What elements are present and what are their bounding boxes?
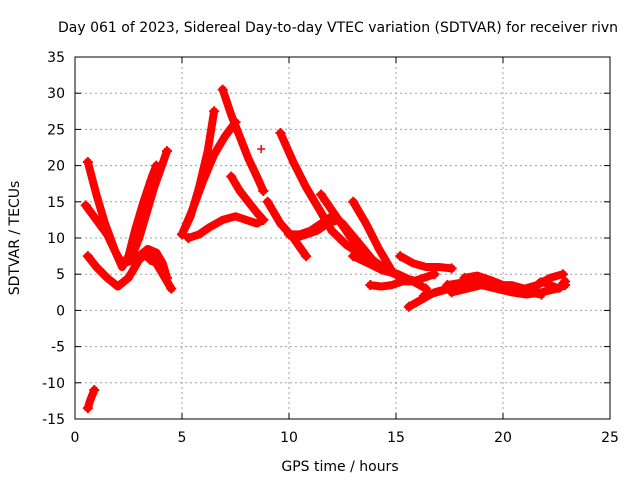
trace-endpoint-marker [82,251,93,262]
trace-pass-23 [419,284,454,300]
x-tick-label: 25 [601,430,619,446]
trace-endpoint-marker [395,251,406,262]
x-axis-label: GPS time / hours [281,459,398,475]
y-tick-label: 10 [47,231,65,247]
trace-endpoint-marker [337,218,348,229]
trace-endpoint-marker [209,106,220,117]
trace-pass-4 [83,248,161,291]
outlier-plus-marker [257,144,266,153]
trace-pass-21 [396,252,456,273]
x-tick-label: 0 [71,430,80,446]
trace-endpoint-marker [536,289,547,300]
y-tick-label: -5 [51,340,65,356]
y-tick-label: -10 [42,376,65,392]
trace-pass-10 [218,85,268,195]
trace-pass-3 [83,158,161,271]
trace-endpoint-marker [258,185,269,196]
y-tick-label: 20 [47,159,65,175]
trace-endpoint-marker [560,276,571,287]
grid-lines [75,57,610,419]
outlier-plus-marker [145,177,154,186]
outlier-plus-marker [419,284,428,293]
y-tick-label: 25 [47,122,65,138]
y-tick-label: 0 [56,303,65,319]
trace-endpoint-marker [80,200,91,211]
y-tick-label: 15 [47,195,65,211]
trace-endpoint-marker [166,283,177,294]
y-tick-labels: -15 -10 -5 0 5 10 15 20 25 30 35 [42,50,65,428]
trace-pass-9 [184,212,268,242]
trace-endpoint-marker [316,189,327,200]
x-tick-label: 20 [494,430,512,446]
trace-endpoint-marker [446,263,457,274]
trace-endpoint-marker [125,254,136,265]
trace-pass-20 [366,270,439,291]
trace-endpoint-marker [82,156,93,167]
trace-endpoint-marker [348,196,359,207]
data-traces [80,84,571,414]
trace-endpoint-marker [177,229,187,240]
trace-endpoint-marker [519,287,530,298]
trace-endpoint-marker [275,128,286,139]
trace-pass-13 [263,197,311,261]
chart-title: Day 061 of 2023, Sidereal Day-to-day VTE… [58,20,618,36]
trace-pass-5 [126,147,171,264]
plot-frame [74,56,611,420]
trace-endpoint-marker [258,214,269,225]
trace-endpoint-marker [183,233,194,243]
trace-endpoint-marker [162,146,173,157]
trace-endpoint-marker [442,280,453,291]
outlier-markers [145,144,428,293]
trace-endpoint-marker [290,233,301,243]
y-tick-label: -15 [42,412,65,428]
trace-endpoint-marker [403,301,414,312]
trace-pass-18 [349,197,396,275]
x-tick-label: 5 [178,430,187,446]
trace-pass-6 [145,255,176,293]
trace-endpoint-marker [262,196,273,207]
trace-endpoint-marker [284,229,294,240]
x-tick-label: 10 [280,430,298,446]
trace-endpoint-marker [226,171,237,182]
trace-pass-11 [227,172,268,224]
trace-endpoint-marker [459,272,470,283]
trace-pass-15 [291,215,343,242]
trace-endpoint-marker [89,385,100,396]
trace-endpoint-marker [446,287,457,298]
trace-endpoint-marker [82,403,93,414]
x-tick-label: 15 [387,430,405,446]
trace-pass-12 [276,129,368,261]
y-tick-label: 35 [47,50,65,66]
trace-endpoint-marker [557,269,568,280]
y-axis-label: SDTVAR / TECUs [7,181,23,296]
trace-endpoint-marker [217,84,228,95]
trace-endpoint-marker [144,254,155,265]
trace-pass-27 [520,277,570,297]
y-tick-label: 5 [56,267,65,283]
x-tick-labels: 0 5 10 15 20 25 [71,430,619,446]
trace-endpoint-marker [348,251,359,262]
y-tick-label: 30 [47,86,65,102]
trace-endpoint-marker [301,251,312,262]
trace-pass-8 [178,118,240,239]
trace-endpoint-marker [365,280,376,291]
